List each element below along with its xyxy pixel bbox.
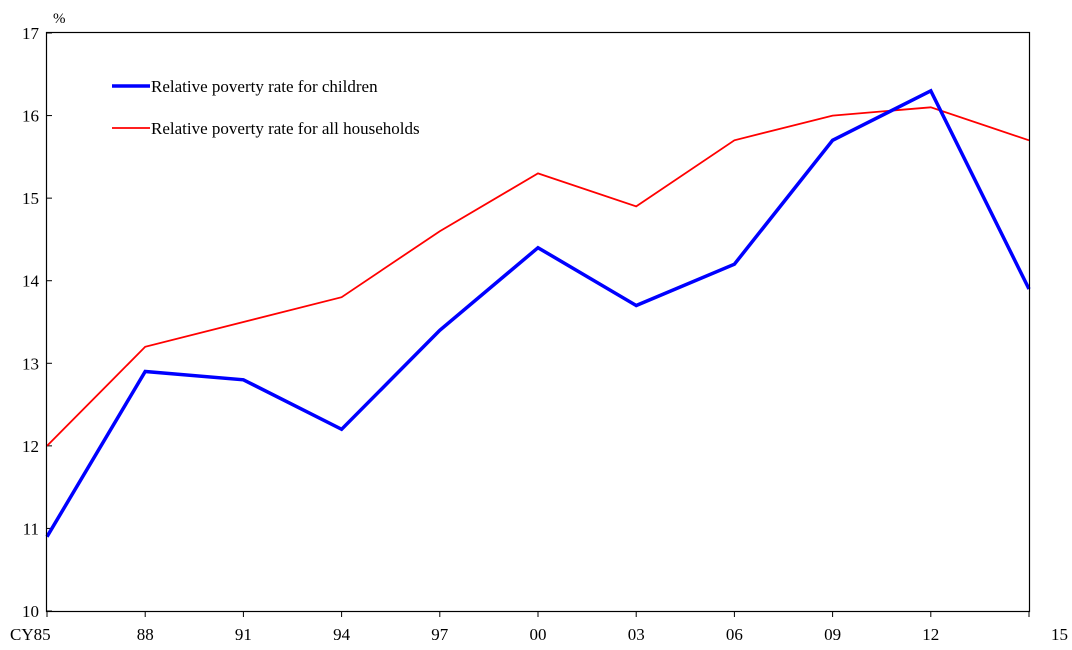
- plot-frame: [45, 31, 1031, 613]
- legend: Relative poverty rate for children Relat…: [112, 77, 420, 138]
- x-tick-label: 00: [530, 625, 547, 644]
- y-unit-label: %: [53, 11, 66, 27]
- legend-label-children: Relative poverty rate for children: [151, 77, 378, 96]
- y-tick-label: 17: [22, 24, 40, 43]
- x-tick-label: 88: [137, 625, 154, 644]
- x-tick-label: 94: [333, 625, 351, 644]
- y-tick-label: 14: [22, 272, 40, 291]
- y-axis: 10 11 12 13 14 15 16 17: [22, 24, 52, 621]
- x-tick-label: 06: [726, 625, 743, 644]
- series-line-all-households: [46, 106, 1030, 447]
- x-tick-label: 12: [922, 625, 939, 644]
- y-tick-label: 13: [22, 354, 39, 373]
- x-tick-label: 09: [824, 625, 841, 644]
- x-tick-label: 97: [431, 625, 449, 644]
- x-tick-label: 15: [1051, 625, 1068, 644]
- x-tick-label: 03: [628, 625, 645, 644]
- y-tick-label: 10: [22, 602, 39, 621]
- series-line-children: [45, 88, 1031, 538]
- x-tick-label: CY85: [10, 625, 51, 644]
- x-axis: CY85 88 91 94 97 00 03 06 09 12 15: [10, 611, 1068, 644]
- y-tick-label: 15: [22, 189, 39, 208]
- series-layer: [45, 88, 1031, 538]
- y-tick-label: 16: [22, 107, 39, 126]
- y-tick-label: 12: [22, 437, 39, 456]
- x-tick-label: 91: [235, 625, 252, 644]
- y-tick-label: 11: [23, 519, 39, 538]
- legend-label-all-households: Relative poverty rate for all households: [151, 119, 420, 138]
